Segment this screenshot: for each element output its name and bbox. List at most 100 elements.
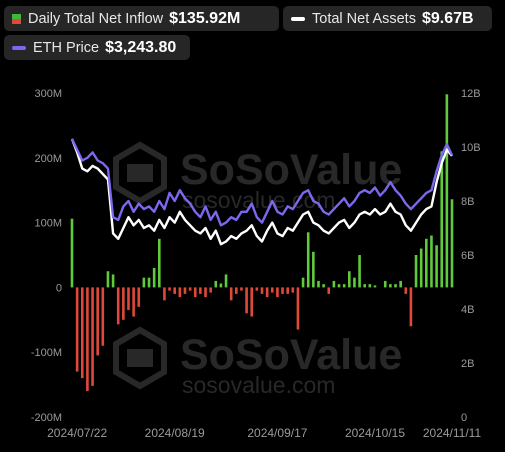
y-axis-left: 300M 200M 100M 0 -100M -200M — [31, 88, 62, 424]
inflow-bar — [132, 287, 135, 317]
inflow-bar — [173, 287, 176, 294]
inflow-bar — [332, 280, 336, 288]
inflow-bar — [312, 251, 315, 288]
inflow-bar — [383, 280, 387, 288]
inflow-bar — [260, 287, 264, 294]
inflow-bar — [265, 287, 269, 298]
inflow-bar — [425, 238, 428, 288]
inflow-bar — [414, 255, 418, 288]
inflow-bar — [70, 218, 74, 288]
y-left-tick-label: 0 — [56, 282, 62, 294]
y-left-tick-label: 200M — [34, 153, 62, 165]
y-axis-right: 12B 10B 8B 6B 4B 2B 0 — [461, 88, 481, 424]
y-left-tick-label: -100M — [31, 347, 62, 359]
inflow-bar — [327, 287, 331, 294]
inflow-bar — [101, 287, 105, 346]
legend-net-assets-value: $9.67B — [421, 9, 474, 27]
inflow-bar — [409, 287, 413, 327]
y-right-tick-label: 10B — [461, 142, 481, 154]
legend-inflow-value: $135.92M — [169, 9, 241, 27]
inflow-bar — [255, 287, 259, 291]
inflow-bar — [337, 284, 341, 288]
inflow-bar — [250, 287, 254, 317]
x-tick-label: 2024/08/19 — [145, 426, 205, 440]
x-tick-label: 2024/10/15 — [345, 426, 405, 440]
inflow-bar — [142, 277, 146, 288]
watermark-logo-core — [127, 349, 153, 367]
inflow-bar — [281, 287, 284, 294]
y-left-tick-label: -200M — [31, 412, 62, 424]
inflow-bar — [348, 271, 351, 288]
x-tick-label: 2024/07/22 — [47, 426, 107, 440]
net-assets-swatch-icon — [291, 16, 305, 21]
watermark-text: SoSoValue — [180, 331, 402, 379]
inflow-bar — [342, 284, 346, 288]
inflow-bar — [86, 287, 89, 392]
inflow-bar — [322, 284, 325, 288]
inflow-bar — [235, 287, 238, 294]
inflow-bar — [358, 255, 361, 288]
legend-net-assets-label: Total Net Assets — [312, 10, 416, 27]
inflow-bar — [80, 287, 84, 379]
inflow-bar — [353, 277, 356, 288]
inflow-bar — [296, 287, 300, 330]
inflow-bar — [219, 283, 223, 288]
legend-inflow[interactable]: Daily Total Net Inflow $135.92M — [4, 6, 279, 31]
y-left-tick-label: 100M — [34, 218, 62, 230]
inflow-bar — [435, 245, 438, 288]
inflow-bar — [317, 280, 320, 288]
inflow-bar — [183, 287, 187, 294]
x-axis: 2024/07/22 2024/08/19 2024/09/17 2024/10/15… — [47, 426, 481, 440]
y-right-tick-label: 0 — [461, 412, 467, 424]
inflow-bar — [306, 232, 310, 288]
legend-net-assets[interactable]: Total Net Assets $9.67B — [283, 6, 492, 31]
inflow-bar — [229, 287, 233, 301]
inflow-bar — [116, 287, 120, 325]
inflow-bar — [193, 287, 197, 298]
inflow-bar — [240, 287, 243, 291]
inflow-bar — [430, 235, 433, 288]
watermark-url: sosovalue.com — [182, 372, 335, 398]
inflow-bar — [199, 287, 202, 294]
inflow-bar — [373, 285, 377, 288]
inflow-bar — [127, 287, 130, 311]
inflow-bar — [368, 284, 372, 288]
inflow-bar — [224, 274, 228, 288]
bar-series — [70, 94, 454, 392]
inflow-bar — [137, 287, 141, 307]
inflow-bar — [204, 287, 207, 298]
inflow-bar — [122, 287, 125, 320]
watermark-logo-icon — [113, 326, 167, 390]
inflow-bar — [75, 287, 79, 372]
inflow-bar — [399, 280, 402, 288]
inflow-bar — [111, 274, 115, 288]
inflow-bar — [152, 267, 156, 288]
inflow-bar — [389, 284, 392, 288]
legend-eth-price[interactable]: ETH Price $3,243.80 — [4, 35, 190, 60]
eth-price-swatch-icon — [12, 45, 26, 50]
net-assets-line — [70, 138, 453, 246]
y-right-tick-label: 2B — [461, 358, 474, 370]
inflow-bar — [270, 287, 274, 293]
legend-eth-price-value: $3,243.80 — [105, 38, 177, 56]
inflow-bar — [91, 287, 94, 386]
inflow-bar — [363, 284, 366, 288]
y-right-tick-label: 6B — [461, 250, 474, 262]
inflow-swatch-positive — [12, 13, 21, 19]
inflow-bar — [394, 284, 397, 288]
inflow-bar — [276, 287, 279, 298]
inflow-swatch-negative — [12, 18, 21, 24]
watermark-logo-icon — [113, 141, 167, 205]
inflow-bar — [209, 287, 212, 293]
y-right-tick-label: 8B — [461, 196, 474, 208]
legend-inflow-label: Daily Total Net Inflow — [28, 10, 164, 27]
inflow-bar — [291, 287, 295, 293]
x-tick-label: 2024/11/11 — [423, 426, 482, 440]
inflow-bar — [188, 287, 192, 291]
inflow-bar — [147, 277, 151, 288]
inflow-bar — [445, 94, 449, 288]
watermarks: SoSoValuesosovalue.comSoSoValuesosovalue… — [113, 141, 402, 398]
